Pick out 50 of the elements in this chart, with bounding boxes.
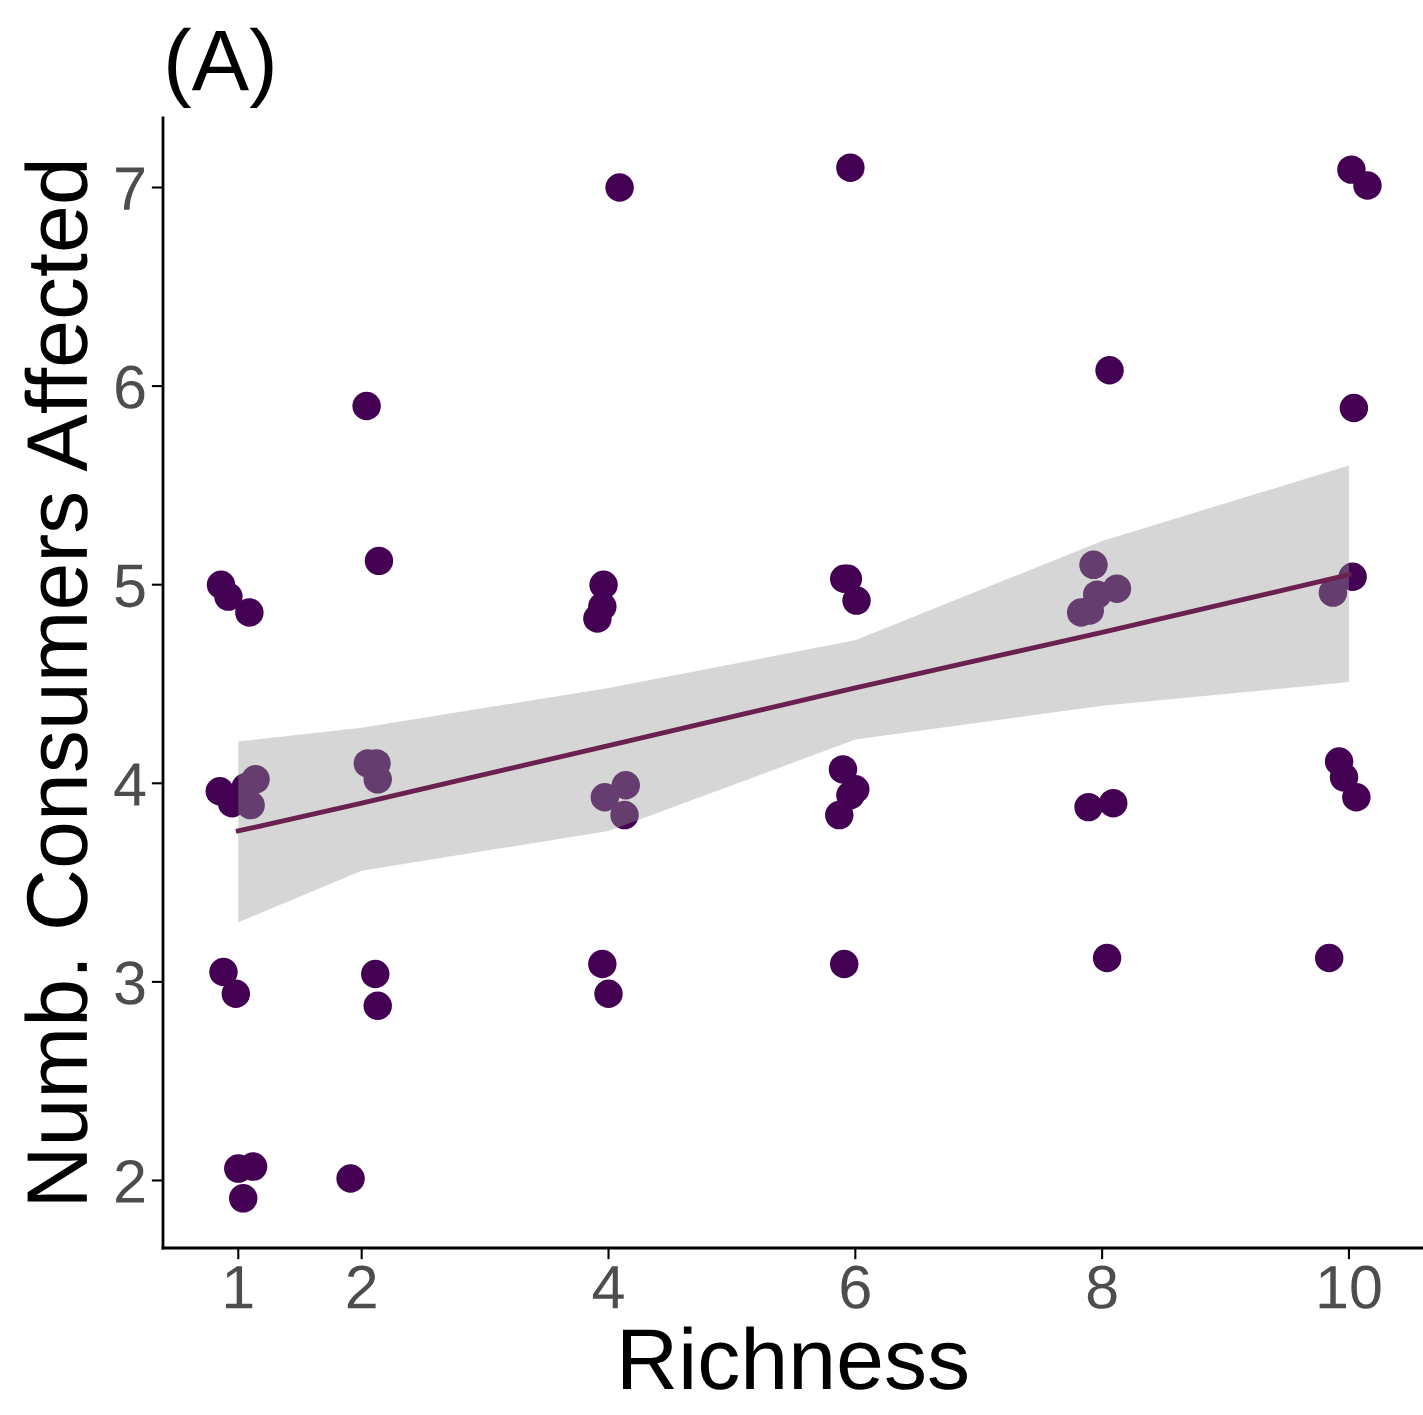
point bbox=[214, 582, 243, 611]
point bbox=[1102, 574, 1132, 603]
point bbox=[241, 765, 270, 794]
point bbox=[1314, 943, 1344, 973]
point bbox=[1339, 393, 1369, 423]
point bbox=[1074, 792, 1103, 822]
point bbox=[590, 782, 620, 812]
point bbox=[1342, 782, 1371, 812]
point bbox=[235, 598, 264, 627]
point bbox=[1353, 171, 1382, 200]
point bbox=[842, 586, 871, 615]
point bbox=[828, 755, 858, 784]
point bbox=[841, 775, 870, 804]
point bbox=[364, 546, 394, 576]
point bbox=[583, 604, 612, 633]
point bbox=[363, 991, 392, 1020]
point bbox=[352, 391, 381, 421]
point bbox=[836, 153, 865, 182]
point bbox=[1099, 788, 1128, 818]
x-tick-label: 6 bbox=[841, 1265, 870, 1309]
y-tick-label: 4 bbox=[114, 763, 146, 806]
point bbox=[610, 800, 639, 830]
point bbox=[825, 800, 854, 830]
point bbox=[228, 1184, 258, 1213]
chart-title: (A) bbox=[168, 27, 273, 109]
point bbox=[221, 979, 251, 1009]
point bbox=[605, 173, 634, 202]
point bbox=[336, 1164, 365, 1193]
x-tick-label: 10 bbox=[1319, 1265, 1381, 1309]
y-tick-label: 5 bbox=[115, 564, 145, 608]
point bbox=[1079, 550, 1108, 580]
y-tick-label: 7 bbox=[116, 167, 144, 210]
point bbox=[209, 957, 238, 987]
point bbox=[1095, 355, 1124, 385]
point bbox=[594, 979, 623, 1009]
y-axis-title: Numb. Consumers Affected bbox=[24, 162, 88, 1202]
x-tick-label: 1 bbox=[225, 1266, 253, 1309]
point bbox=[361, 959, 390, 989]
point bbox=[588, 949, 617, 979]
y-tick-label: 2 bbox=[116, 1159, 144, 1203]
x-axis-title: Richness bbox=[622, 1326, 967, 1390]
y-tick-label: 3 bbox=[115, 961, 145, 1005]
point bbox=[1092, 943, 1122, 973]
point bbox=[829, 949, 859, 979]
point bbox=[1318, 578, 1348, 607]
x-tick-label: 8 bbox=[1087, 1265, 1117, 1309]
x-tick-label: 2 bbox=[347, 1265, 376, 1309]
x-tick-label: 4 bbox=[592, 1266, 624, 1309]
point bbox=[611, 771, 641, 800]
y-tick-label: 6 bbox=[116, 365, 145, 409]
